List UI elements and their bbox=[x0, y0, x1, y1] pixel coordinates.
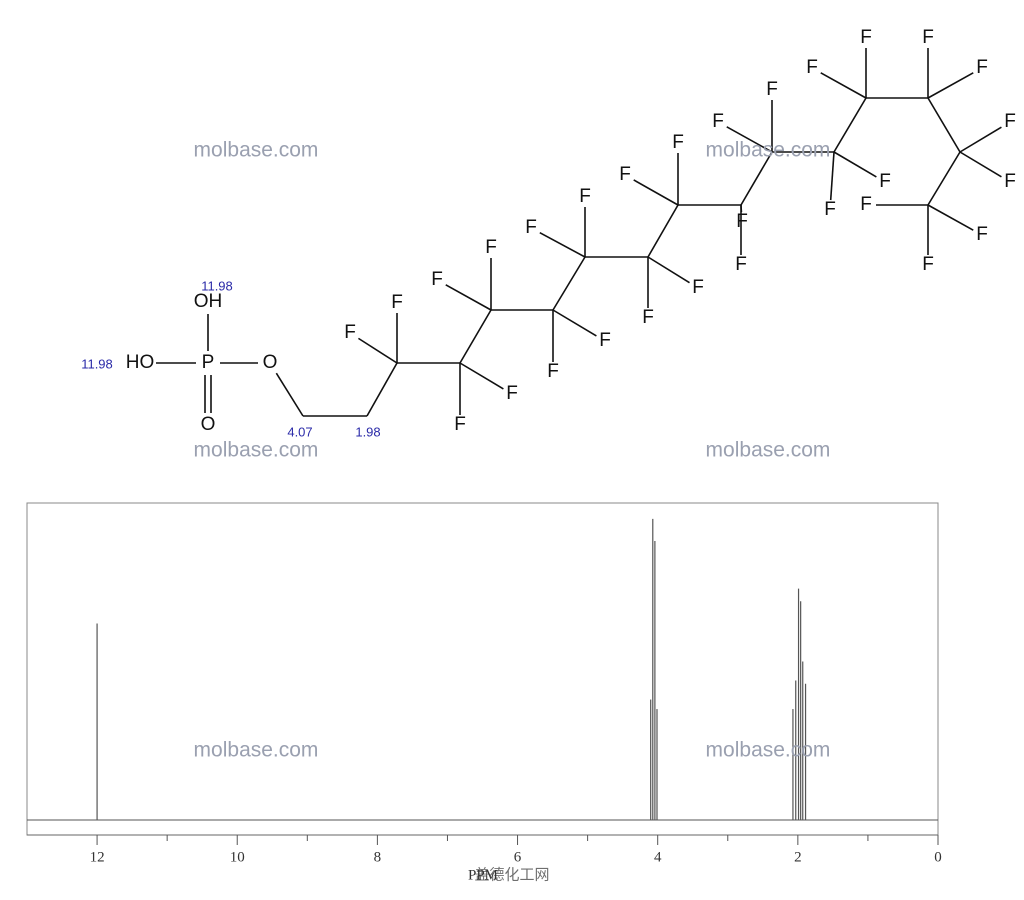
atom-label: F bbox=[506, 383, 518, 404]
atom-label: F bbox=[547, 361, 559, 382]
watermark: molbase.com bbox=[194, 439, 319, 462]
atom-label: F bbox=[344, 322, 356, 343]
atom-label: F bbox=[824, 199, 836, 220]
watermark: molbase.com bbox=[706, 439, 831, 462]
bond bbox=[552, 256, 586, 311]
atom-label: F bbox=[766, 79, 778, 100]
watermark: molbase.com bbox=[194, 739, 319, 762]
bond bbox=[927, 204, 974, 231]
plot-frame bbox=[26, 502, 939, 836]
bond bbox=[927, 97, 961, 153]
atom-label: F bbox=[879, 171, 891, 192]
x-tick-label: 4 bbox=[654, 849, 662, 865]
atom-label: F bbox=[672, 132, 684, 153]
x-tick-label: 10 bbox=[230, 849, 245, 865]
atom-label: F bbox=[599, 330, 611, 351]
atom-label: F bbox=[736, 211, 748, 232]
watermark: molbase.com bbox=[706, 139, 831, 162]
bond bbox=[740, 151, 773, 206]
x-tick-label: 2 bbox=[794, 849, 802, 865]
bond bbox=[927, 151, 961, 206]
atom-label: F bbox=[579, 186, 591, 207]
shift-label: 4.07 bbox=[287, 424, 312, 439]
atom-label: F bbox=[712, 111, 724, 132]
bond bbox=[459, 309, 492, 364]
atom-label: F bbox=[431, 269, 443, 290]
atom-label: F bbox=[692, 277, 704, 298]
bond bbox=[829, 151, 835, 201]
atom-label: P bbox=[202, 352, 215, 373]
atom-label: F bbox=[454, 414, 466, 435]
bond bbox=[820, 72, 867, 99]
x-tick-label: 6 bbox=[514, 849, 522, 865]
atom-label: O bbox=[201, 414, 216, 435]
watermark: molbase.com bbox=[706, 739, 831, 762]
atom-label: F bbox=[976, 224, 988, 245]
atom-label: F bbox=[391, 292, 403, 313]
x-tick-label: 8 bbox=[374, 849, 382, 865]
bond bbox=[726, 126, 773, 153]
bond bbox=[633, 179, 679, 206]
atom-label: F bbox=[619, 164, 631, 185]
shift-label: 11.98 bbox=[201, 278, 233, 293]
shift-label: 1.98 bbox=[355, 424, 380, 439]
bond bbox=[357, 337, 398, 364]
bond bbox=[539, 232, 586, 258]
atom-label: F bbox=[485, 237, 497, 258]
bond bbox=[366, 362, 398, 417]
atom-label: F bbox=[642, 307, 654, 328]
x-tick-label: 12 bbox=[90, 849, 105, 865]
atom-label: O bbox=[263, 352, 278, 373]
atom-label: F bbox=[860, 194, 872, 215]
bond bbox=[459, 362, 504, 390]
atom-label: F bbox=[860, 27, 872, 48]
bond bbox=[647, 256, 690, 284]
watermark: 盖德化工网 bbox=[474, 865, 549, 883]
x-axis-label: PPM bbox=[468, 867, 498, 883]
bond bbox=[959, 151, 1002, 178]
atom-label: F bbox=[735, 254, 747, 275]
x-tick-label: 0 bbox=[934, 849, 942, 865]
bond bbox=[959, 126, 1002, 153]
bond bbox=[275, 372, 304, 417]
atom-label: F bbox=[806, 57, 818, 78]
bond bbox=[833, 97, 867, 153]
bond bbox=[927, 72, 974, 99]
watermark: molbase.com bbox=[194, 139, 319, 162]
atom-label: F bbox=[1004, 171, 1016, 192]
bond bbox=[647, 204, 679, 258]
bond bbox=[552, 309, 597, 337]
shift-label: 11.98 bbox=[81, 356, 113, 371]
atom-label: F bbox=[525, 217, 537, 238]
atom-label: F bbox=[976, 57, 988, 78]
bond bbox=[833, 151, 877, 178]
bond bbox=[445, 284, 492, 311]
atom-label: F bbox=[1004, 111, 1016, 132]
atom-label: OH bbox=[194, 291, 223, 312]
atom-label: F bbox=[922, 254, 934, 275]
atom-label: HO bbox=[126, 352, 155, 373]
atom-label: F bbox=[922, 27, 934, 48]
